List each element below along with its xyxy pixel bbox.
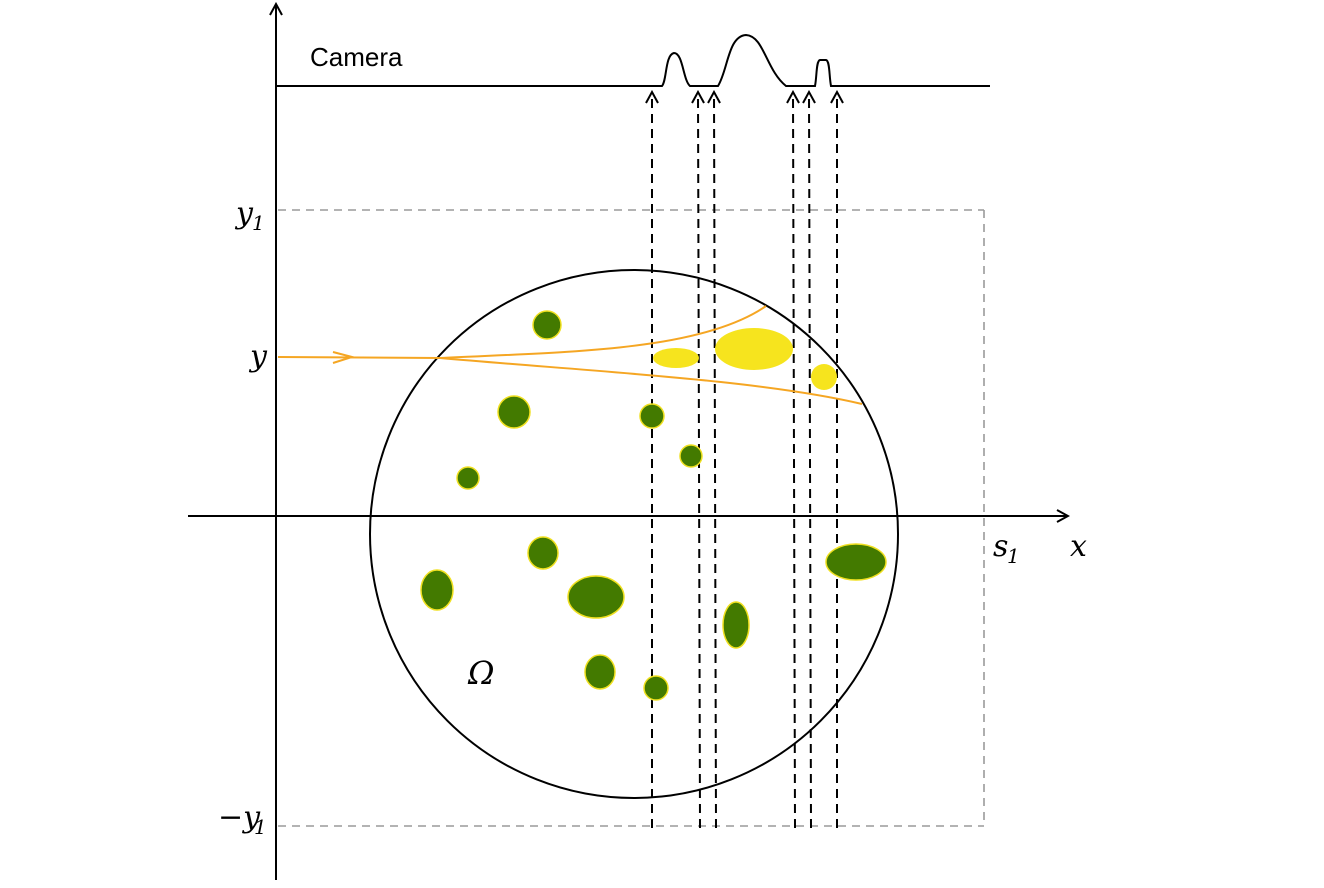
incoming-ray [277,305,863,405]
inclusion [527,536,559,570]
inclusion [722,601,750,649]
inclusion [532,310,562,340]
inclusion [584,654,616,690]
svg-text:−y: −y [218,800,261,835]
y-label: y [248,339,268,374]
inclusion [497,395,531,429]
domain-omega-circle [369,269,899,799]
x-axis-label: x [1070,529,1087,564]
omega-label: Ω [467,654,495,692]
inclusion [639,403,665,429]
highlight-inclusion [811,364,837,390]
bounding-box [278,209,985,827]
highlight-inclusion [715,328,793,370]
highlighted-inclusions [653,328,837,390]
inclusion [420,569,454,611]
highlight-inclusion [653,348,699,368]
svg-text:s: s [993,529,1008,564]
svg-text:1: 1 [252,211,265,235]
svg-text:y: y [234,196,254,231]
inclusion [679,444,703,468]
inclusion [456,466,480,490]
inclusions [420,310,887,701]
camera-label: Camera [310,42,403,72]
y1-tick-label: y 1 [234,196,265,235]
inclusion [643,675,669,701]
inclusion [567,575,625,619]
svg-text:1: 1 [254,815,267,839]
inclusion [825,543,887,581]
camera-signal [276,33,990,87]
projection-lines [652,92,837,829]
neg-y1-tick-label: −y 1 [218,800,267,839]
svg-text:1: 1 [1007,544,1020,568]
s1-tick-label: s 1 [993,529,1020,568]
